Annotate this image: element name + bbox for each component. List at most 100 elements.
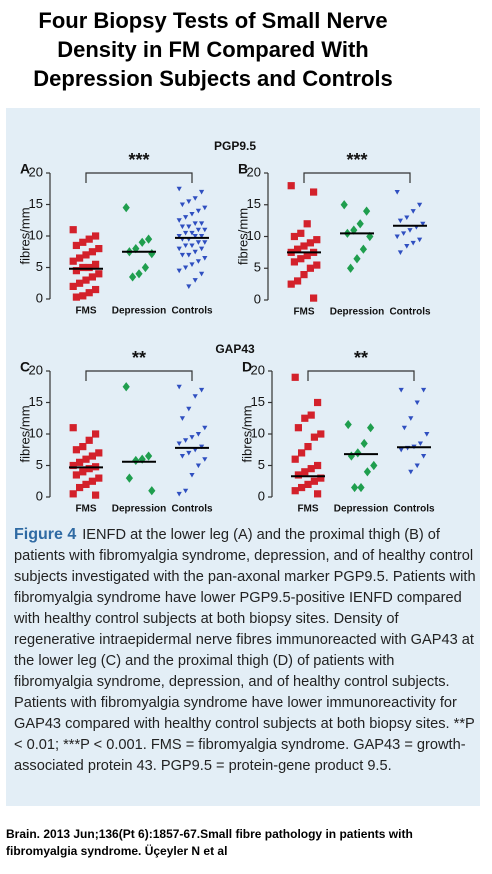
panel-label: C	[20, 359, 30, 375]
data-point	[340, 200, 348, 210]
data-point	[69, 424, 77, 432]
data-point	[317, 474, 325, 482]
data-point	[294, 277, 302, 285]
data-point	[304, 480, 312, 488]
citation: Brain. 2013 Jun;136(Pt 6):1857-67.Small …	[6, 827, 413, 858]
data-point	[69, 226, 77, 234]
data-point	[79, 292, 87, 300]
data-point	[367, 423, 375, 433]
data-point	[424, 432, 430, 437]
significance-bracket	[307, 370, 415, 381]
data-point	[72, 267, 80, 275]
section-label: PGP9.5	[214, 139, 256, 153]
data-point	[303, 251, 311, 260]
y-tick-label: 10	[251, 425, 265, 440]
data-point	[306, 239, 314, 247]
data-point	[195, 432, 201, 437]
panel-label: A	[20, 161, 30, 177]
data-point	[310, 188, 318, 196]
data-point	[202, 205, 208, 211]
significance-label: ***	[128, 150, 149, 170]
data-point	[129, 272, 137, 282]
data-point	[290, 258, 298, 266]
data-point	[356, 219, 364, 229]
data-point	[291, 373, 299, 381]
y-tick-label: 0	[36, 290, 43, 305]
title-line: Density in FM Compared With	[57, 37, 369, 62]
data-point	[183, 243, 189, 249]
data-point	[408, 416, 414, 421]
data-point	[186, 284, 192, 289]
data-point	[85, 465, 93, 473]
data-point	[410, 209, 416, 214]
data-point	[404, 244, 410, 249]
significance-label: ***	[346, 150, 367, 170]
data-point	[294, 245, 302, 253]
y-tick-label: 20	[251, 362, 265, 377]
significance-bracket	[303, 172, 411, 183]
data-point	[310, 294, 318, 302]
y-tick-label: 15	[247, 196, 261, 211]
data-point	[398, 387, 404, 393]
caption: Figure 4 IENFD at the lower leg (A) and t…	[14, 524, 476, 777]
data-point	[79, 468, 87, 476]
data-point	[179, 416, 185, 421]
data-point	[85, 289, 93, 297]
data-point	[85, 235, 93, 243]
data-point	[88, 273, 96, 281]
data-point	[347, 263, 355, 273]
data-point	[179, 454, 185, 459]
data-point	[202, 240, 208, 245]
data-point	[347, 451, 355, 461]
x-tick-label: FMS	[293, 307, 314, 318]
data-point	[394, 190, 400, 195]
x-tick-label: Controls	[171, 504, 213, 515]
data-point	[189, 262, 195, 267]
data-point	[363, 206, 371, 216]
data-point	[69, 257, 77, 265]
data-point	[195, 463, 201, 469]
data-point	[297, 255, 305, 263]
x-tick-label: Controls	[389, 307, 431, 318]
x-tick-label: Depression	[334, 504, 388, 515]
data-point	[72, 241, 80, 250]
data-point	[79, 238, 87, 246]
data-point	[72, 471, 80, 479]
data-point	[192, 234, 198, 239]
data-point	[183, 230, 189, 236]
x-tick-label: Controls	[393, 504, 435, 515]
data-point	[148, 486, 156, 496]
section-label: GAP43	[215, 342, 255, 356]
data-point	[417, 441, 423, 447]
data-point	[294, 424, 302, 432]
data-point	[95, 474, 103, 482]
data-point	[199, 271, 205, 277]
data-point	[82, 251, 90, 259]
title: Four Biopsy Tests of Small Nerve Density…	[8, 6, 418, 93]
data-point	[132, 455, 140, 466]
data-point	[72, 446, 80, 454]
data-point	[192, 221, 198, 226]
title-line: Depression Subjects and Controls	[33, 66, 393, 91]
data-point	[304, 443, 312, 451]
data-point	[141, 262, 149, 273]
data-point	[298, 449, 306, 457]
significance-label: **	[354, 348, 368, 368]
data-point	[192, 394, 198, 399]
data-point	[397, 218, 403, 224]
y-tick-label: 10	[29, 227, 43, 242]
data-point	[179, 202, 185, 208]
y-axis-label: fibres/mm	[17, 207, 32, 264]
data-point	[421, 454, 427, 459]
data-point	[189, 211, 195, 217]
data-point	[414, 463, 420, 469]
y-tick-label: 0	[36, 488, 43, 503]
data-point	[95, 449, 103, 457]
data-point	[414, 400, 420, 406]
y-axis-label: fibres/mm	[17, 405, 32, 462]
data-point	[92, 430, 100, 438]
caption-text: IENFD at the lower leg (A) and the proxi…	[14, 527, 476, 774]
data-point	[303, 220, 311, 228]
data-point	[138, 237, 146, 247]
